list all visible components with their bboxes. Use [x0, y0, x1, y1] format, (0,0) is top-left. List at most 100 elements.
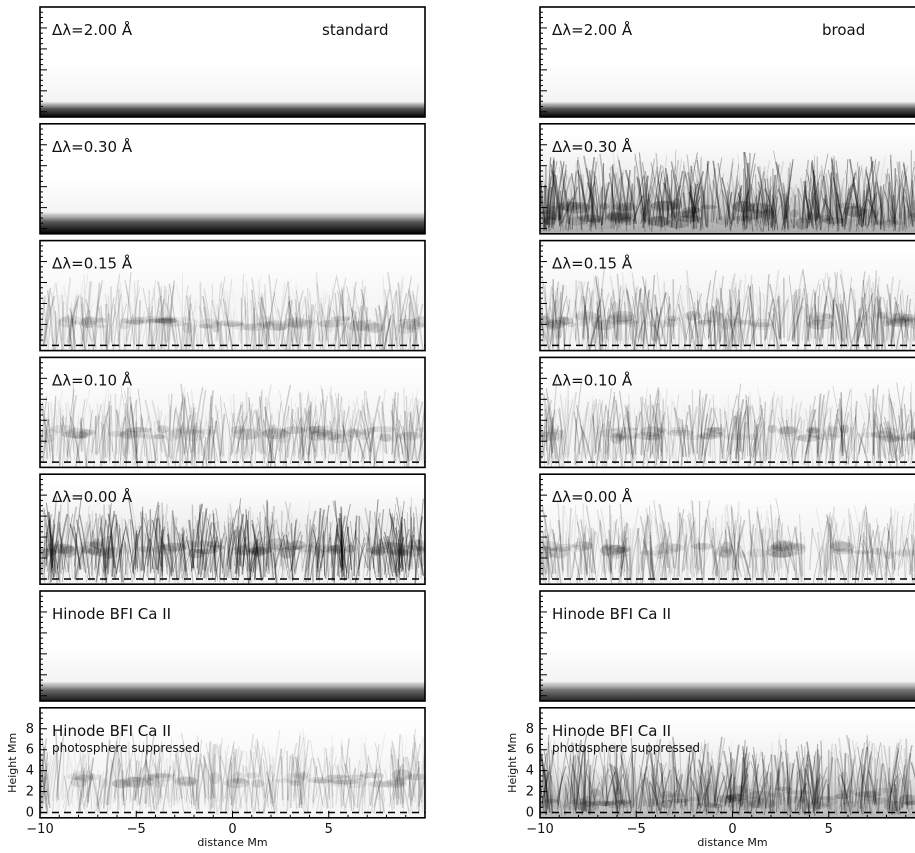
fibril [595, 275, 604, 342]
fibril [260, 384, 272, 454]
fibril [552, 293, 560, 340]
fibril [191, 504, 194, 571]
fibril [168, 305, 172, 341]
fibril [800, 773, 806, 816]
fibril-clump [634, 431, 662, 440]
fibril [264, 284, 268, 343]
fibril [777, 538, 789, 573]
fibril [583, 181, 596, 223]
fibril-clump [706, 427, 721, 432]
fibril [849, 406, 856, 452]
fibril [702, 423, 714, 468]
fibril [70, 302, 75, 350]
fibril-clump [283, 773, 305, 784]
fibril [759, 291, 762, 348]
fibril [199, 529, 210, 582]
fibril [373, 511, 382, 581]
fibril [686, 270, 693, 339]
x-tick-label: −5 [627, 822, 646, 837]
fibril [784, 750, 792, 814]
fibril [291, 519, 297, 571]
fibril [735, 407, 748, 465]
fibril [759, 784, 772, 813]
fibril [565, 286, 571, 351]
fibril [219, 744, 223, 812]
fibril [240, 402, 251, 459]
fibril-clump [725, 795, 738, 800]
fibril [887, 767, 890, 813]
fibril [639, 288, 651, 340]
fibril [604, 405, 618, 459]
fibril [874, 778, 879, 806]
fibril [848, 737, 854, 808]
fibril [886, 523, 894, 570]
fibril [118, 305, 124, 351]
fibril-clump [660, 791, 673, 800]
fibril [54, 319, 62, 351]
fibril-clump [364, 322, 383, 334]
fibril [371, 744, 380, 814]
fibril-clump [653, 542, 681, 554]
fibril [104, 313, 110, 346]
fibril-clump [576, 800, 599, 812]
fibril [314, 535, 319, 573]
fibril [540, 190, 547, 232]
fibril [609, 504, 612, 573]
fibril [798, 189, 809, 229]
fibril [554, 300, 557, 339]
fibril [635, 530, 640, 576]
dark-band [40, 681, 425, 701]
fibril [88, 514, 94, 582]
fibril [372, 411, 381, 468]
fibril [844, 170, 855, 227]
fibril [397, 282, 404, 350]
fibril [257, 408, 262, 455]
fibril [820, 400, 829, 458]
fibril [200, 512, 204, 578]
fibril [861, 297, 867, 349]
fibril [804, 190, 810, 221]
fibril [170, 752, 177, 808]
fibril [725, 417, 734, 463]
panel-image [40, 357, 425, 468]
fibril [576, 160, 582, 230]
fibril [766, 178, 772, 227]
fibril [403, 540, 411, 580]
fibril [865, 293, 875, 342]
fibril [592, 288, 604, 343]
fibril [194, 515, 202, 567]
fibril [590, 174, 594, 224]
fibril [762, 529, 773, 573]
fibril-field [540, 715, 915, 818]
fibril [575, 746, 585, 812]
fibril [289, 319, 294, 351]
fibril [375, 533, 383, 580]
fibril [180, 413, 189, 462]
fibril [646, 386, 660, 452]
fibril [313, 404, 318, 461]
fibril [168, 393, 173, 458]
fibril [341, 286, 346, 346]
fibril [337, 290, 349, 347]
fibril [380, 407, 387, 454]
fibril [828, 408, 840, 465]
fibril [615, 171, 623, 223]
fibril [114, 514, 123, 583]
fibril [231, 413, 240, 452]
fibril [761, 755, 766, 813]
fibril [709, 761, 716, 803]
fibril [414, 516, 423, 584]
fibril [671, 176, 683, 226]
fibril [791, 403, 798, 465]
fibril [678, 513, 681, 577]
fibril [865, 512, 868, 580]
fibril [596, 509, 607, 577]
fibril [655, 193, 664, 228]
fibril [755, 781, 767, 813]
fibril-clump [574, 312, 602, 322]
fibril [213, 522, 224, 569]
fibril [231, 523, 240, 578]
fibril [775, 161, 788, 219]
column-title: broad [822, 21, 865, 39]
fibril [356, 400, 366, 456]
